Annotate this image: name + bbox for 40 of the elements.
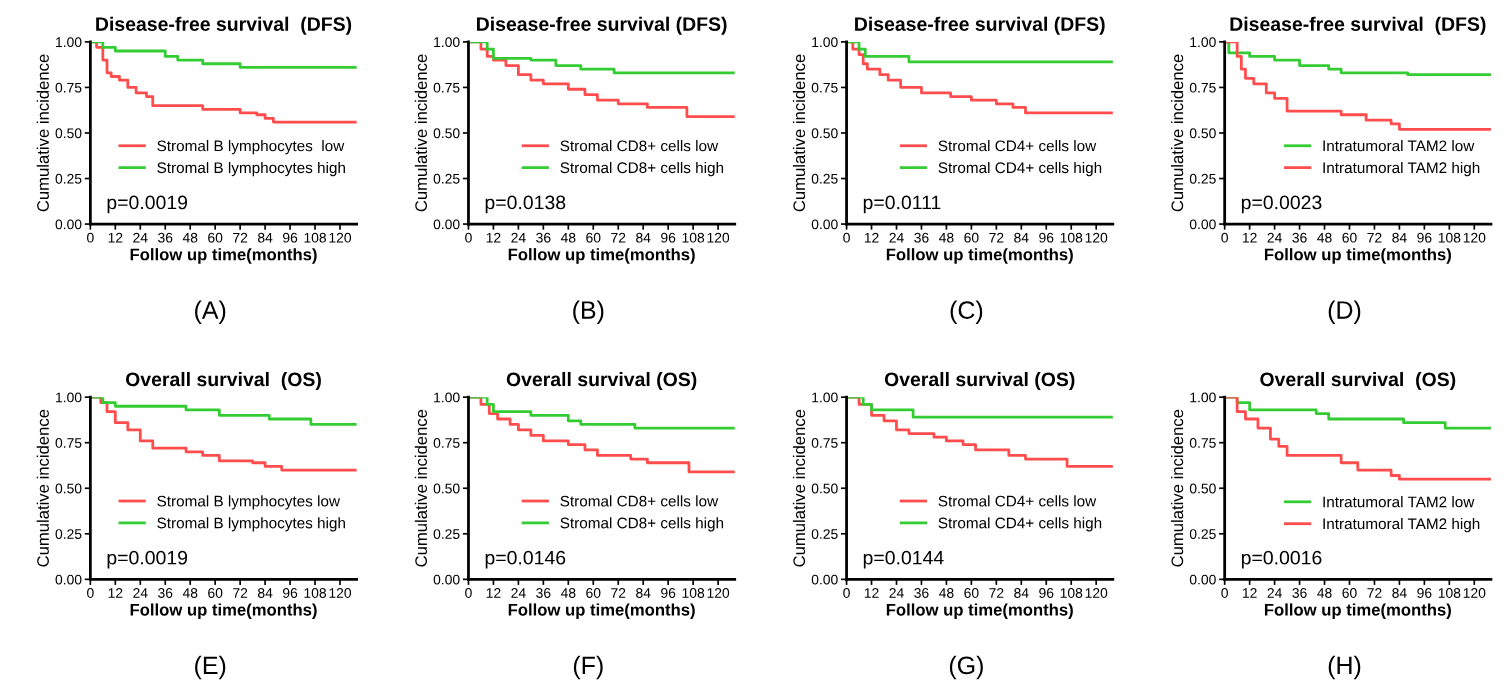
- text: (D): [1328, 300, 1361, 324]
- text: (B): [573, 300, 604, 324]
- annotation: p=0.0138: [485, 195, 566, 214]
- y-axis-title: Cumulative incidence: [36, 54, 49, 212]
- text: (F): [573, 655, 603, 680]
- text: (A): [195, 300, 226, 324]
- y-axis-title: Cumulative incidence: [792, 409, 806, 567]
- annotation: p=0.0016: [1241, 550, 1322, 569]
- chart-title: Disease-free survival (DFS): [855, 16, 1105, 35]
- x-axis-title: Follow up time(months): [130, 248, 317, 264]
- x-axis-title: Follow up time(months): [508, 248, 695, 264]
- x-axis-title: Follow up time(months): [508, 603, 695, 619]
- annotation: p=0.0146: [485, 550, 566, 569]
- x-axis-title: Follow up time(months): [886, 248, 1073, 264]
- y-axis-title: Cumulative incidence: [414, 409, 428, 567]
- chart-title: Disease-free survival (DFS): [477, 16, 727, 35]
- y-axis-title: Cumulative incidence: [1170, 409, 1184, 567]
- chart-title: Overall survival (OS): [1260, 371, 1456, 391]
- chart-title: Overall survival (OS): [506, 371, 697, 391]
- text: (E): [195, 655, 226, 680]
- annotation: p=0.0019: [107, 195, 188, 214]
- text: (C): [950, 300, 983, 324]
- text: (G): [949, 655, 983, 680]
- x-axis-title: Follow up time(months): [1264, 603, 1451, 619]
- annotation: p=0.0144: [863, 550, 944, 569]
- chart-title: Disease-free survival (DFS): [96, 16, 352, 35]
- chart-title: Disease-free survival (DFS): [1230, 16, 1486, 35]
- chart-title: Overall survival (OS): [884, 371, 1075, 391]
- y-axis-title: Cumulative incidence: [414, 54, 428, 212]
- y-axis-title: Cumulative incidence: [792, 54, 806, 212]
- y-axis-title: Cumulative incidence: [1170, 54, 1184, 212]
- text: (H): [1328, 655, 1361, 680]
- y-axis-title: Cumulative incidence: [36, 409, 49, 567]
- annotation: p=0.0023: [1241, 195, 1322, 214]
- x-axis-title: Follow up time(months): [886, 603, 1073, 619]
- x-axis-title: Follow up time(months): [130, 603, 317, 619]
- x-axis-title: Follow up time(months): [1264, 248, 1451, 264]
- chart-title: Overall survival (OS): [125, 371, 321, 391]
- annotation: p=0.0019: [107, 550, 188, 569]
- annotation: p=0.0111: [863, 195, 941, 214]
